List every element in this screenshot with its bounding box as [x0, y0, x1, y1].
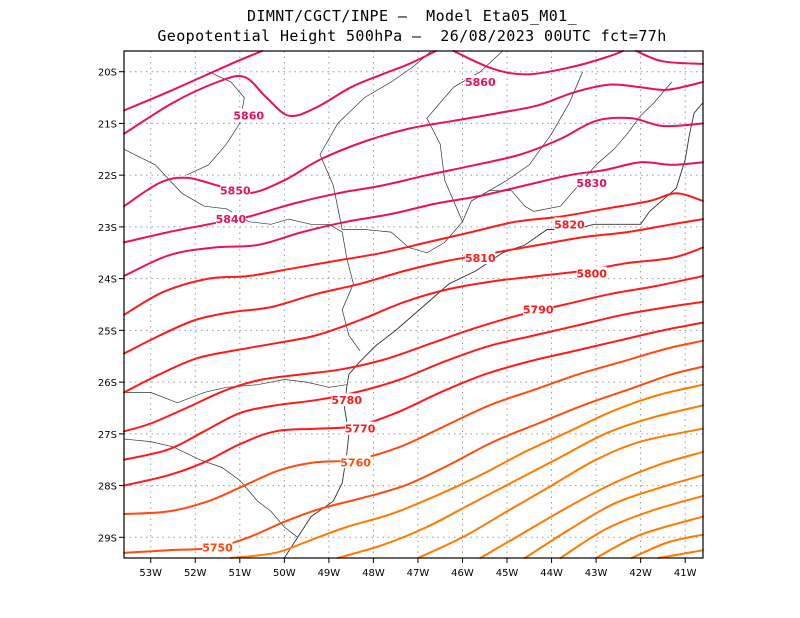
svg-text:5790: 5790	[523, 304, 554, 317]
y-tick-label: 29S	[98, 533, 117, 544]
contour-5780	[123, 300, 704, 461]
y-tick-label: 26S	[98, 378, 117, 389]
chart-title-line-1: DIMNT/CGCT/INPE – Model Eta05_M01_	[246, 7, 578, 25]
contour-label-5760: 5760	[340, 455, 371, 469]
y-tick-label: 21S	[98, 119, 117, 130]
plot-frame	[123, 50, 704, 559]
y-tick-label: 27S	[98, 430, 117, 441]
svg-text:5780: 5780	[331, 394, 362, 407]
contour-5810	[123, 218, 704, 355]
contour-label-5830: 5830	[576, 175, 607, 190]
contour-label-5840: 5840	[216, 212, 247, 226]
x-tick-label: 53W	[139, 568, 162, 579]
x-tick-label: 42W	[629, 568, 652, 579]
y-tick-label: 20S	[98, 68, 117, 79]
svg-text:5800: 5800	[576, 267, 607, 280]
x-tick-label: 45W	[496, 568, 519, 579]
contour-label-5860: 5860	[233, 108, 264, 123]
x-tick-label: 49W	[318, 568, 341, 579]
contour-5840	[123, 116, 704, 244]
svg-text:5810: 5810	[465, 252, 496, 265]
x-tick-label: 51W	[228, 568, 251, 579]
x-tick-label: 52W	[184, 568, 207, 579]
contour-label-5800: 5800	[576, 266, 607, 280]
contour-label-5770: 5770	[345, 421, 376, 436]
x-tick-label: 48W	[362, 568, 385, 579]
state-border	[186, 71, 245, 176]
state-border	[342, 81, 673, 254]
x-tick-label: 50W	[273, 568, 296, 579]
state-border	[123, 438, 298, 538]
svg-text:5760: 5760	[340, 456, 371, 469]
contour-5800	[123, 246, 704, 394]
state-border	[124, 379, 347, 404]
contour-5850	[123, 81, 704, 208]
x-tick-label: 41W	[674, 568, 697, 579]
contour-5870	[123, 50, 264, 112]
contour-5830	[123, 161, 704, 277]
contour-5660	[657, 549, 704, 559]
contour-5690	[559, 494, 704, 559]
state-border	[319, 50, 432, 230]
contour-5740	[229, 383, 704, 559]
svg-text:5860: 5860	[233, 110, 264, 123]
y-tick-label: 24S	[98, 275, 117, 286]
contour-5710	[479, 450, 704, 559]
contour-5670	[630, 533, 704, 559]
y-tick-label: 28S	[98, 482, 117, 493]
contour-label-5820: 5820	[554, 217, 585, 231]
contour-5700	[523, 474, 704, 559]
contour-5730	[336, 404, 704, 559]
contour-label-5850: 5850	[220, 183, 251, 198]
contour-label-5790: 5790	[523, 302, 554, 317]
contour-5760	[123, 339, 704, 515]
svg-text:5860: 5860	[465, 76, 496, 89]
y-tick-label: 22S	[98, 171, 117, 182]
svg-text:5820: 5820	[554, 218, 585, 231]
state-border	[471, 71, 584, 202]
svg-text:5830: 5830	[576, 177, 607, 190]
contour-label-5750: 5750	[202, 540, 233, 555]
contour-label-5860: 5860	[465, 75, 496, 89]
contour-label-5810: 5810	[465, 250, 496, 265]
contour-5770	[123, 321, 704, 487]
state-border	[123, 148, 361, 352]
contour-5720	[417, 427, 704, 559]
contour-5680	[595, 515, 704, 559]
contour-5860	[123, 50, 437, 135]
state-border	[426, 50, 503, 222]
x-tick-label: 47W	[407, 568, 430, 579]
y-tick-label: 25S	[98, 326, 117, 337]
x-tick-label: 44W	[540, 568, 563, 579]
contour-5790	[123, 275, 704, 433]
y-tick-label: 23S	[98, 223, 117, 234]
svg-text:5850: 5850	[220, 185, 251, 198]
contour-5860	[635, 50, 704, 65]
x-tick-label: 46W	[451, 568, 474, 579]
contour-5860	[452, 50, 624, 76]
svg-text:5750: 5750	[202, 542, 233, 555]
contour-5820	[123, 192, 704, 316]
svg-text:5770: 5770	[345, 423, 376, 436]
chart-title-line-2: Geopotential Height 500hPa – 26/08/2023 …	[157, 27, 667, 45]
x-tick-label: 43W	[585, 568, 608, 579]
svg-text:5840: 5840	[216, 213, 247, 226]
contour-label-5780: 5780	[331, 393, 362, 407]
